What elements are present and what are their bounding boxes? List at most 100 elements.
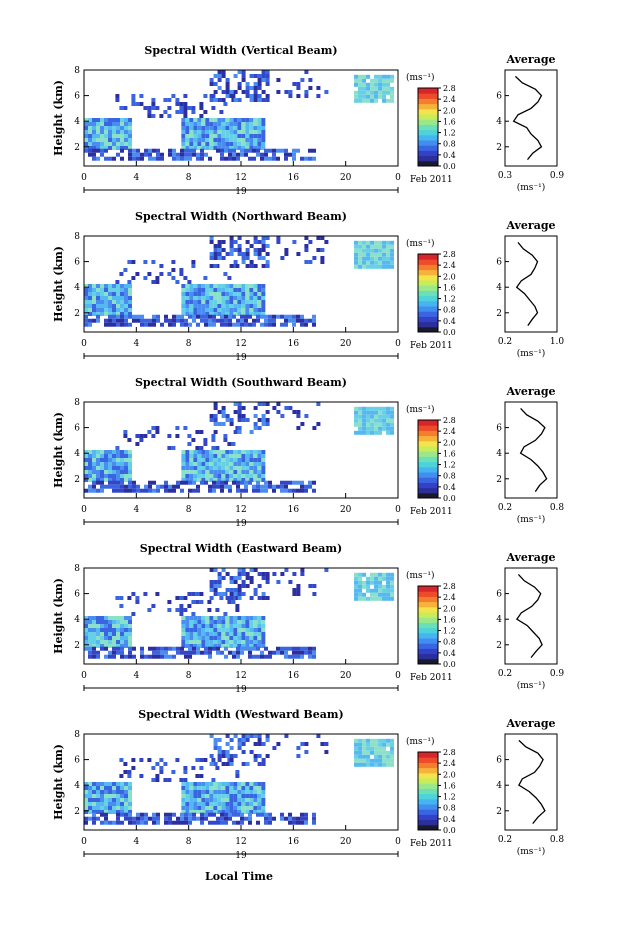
y-tick-label: 2	[74, 641, 80, 651]
day-label: 19	[235, 519, 247, 529]
x-tick-label: 0	[81, 837, 87, 847]
colorbar-swatch	[418, 326, 438, 333]
colorbar-tick-label: 1.2	[443, 461, 456, 470]
average-y-tick-label: 6	[496, 590, 502, 600]
colorbar-swatch	[418, 124, 438, 131]
colorbar-tick-label: 1.6	[443, 283, 456, 292]
average-xlabel: (ms⁻¹)	[517, 182, 546, 193]
average-x-tick-label: 1.0	[550, 337, 565, 347]
colorbar-swatch	[418, 627, 438, 634]
average-xlabel: (ms⁻¹)	[517, 514, 546, 525]
average-y-tick-label: 2	[496, 475, 502, 485]
colorbar-swatch	[418, 658, 438, 665]
colorbar-swatch	[418, 762, 438, 769]
x-tick-label: 16	[288, 339, 300, 349]
colorbar-frame	[417, 585, 439, 665]
y-tick-label: 8	[74, 66, 80, 76]
y-tick-label: 8	[74, 730, 80, 740]
colorbar-tick-label: 1.2	[443, 627, 456, 636]
heatmap-area	[84, 734, 395, 825]
colorbar-swatch	[418, 824, 438, 831]
average-profile-line	[515, 241, 539, 326]
colorbar-swatch	[418, 290, 438, 297]
colorbar-swatch	[418, 108, 438, 115]
average-frame	[504, 733, 558, 831]
colorbar-tick-label: 0.8	[443, 638, 456, 647]
month-label: Feb 2011	[410, 673, 453, 683]
panel-3: Spectral Width (Southward Beam) 2 4 6 8 Heigh…	[52, 376, 564, 529]
colorbar-tick-label: 1.2	[443, 295, 456, 304]
colorbar-swatch	[418, 446, 438, 452]
month-label: Feb 2011	[410, 507, 453, 517]
average-x-tick-label: 0.2	[498, 669, 512, 679]
average-y-tick-label: 6	[496, 92, 502, 102]
colorbar-frame	[417, 751, 439, 831]
colorbar-tick-label: 1.2	[443, 129, 456, 138]
average-xlabel: (ms⁻¹)	[517, 680, 546, 691]
x-tick-label: 20	[340, 339, 352, 349]
colorbar-swatch	[418, 798, 438, 805]
x-tick-label: 4	[133, 505, 139, 515]
colorbar-swatch	[418, 103, 438, 110]
colorbar-tick-label: 2.4	[443, 261, 456, 270]
colorbar-swatch	[418, 809, 438, 815]
day-label: 19	[235, 187, 247, 197]
y-tick-label: 4	[74, 117, 80, 127]
y-tick-label: 2	[74, 143, 80, 153]
colorbar-swatch	[418, 643, 438, 649]
x-tick-label: 20	[340, 837, 352, 847]
x-tick-label: 4	[133, 339, 139, 349]
colorbar-tick-label: 2.4	[443, 427, 456, 436]
colorbar-tick-label: 1.6	[443, 615, 456, 624]
colorbar-swatch	[418, 466, 438, 473]
average-xlabel: (ms⁻¹)	[517, 348, 546, 359]
colorbar-swatch	[418, 788, 438, 795]
average-title: Average	[505, 385, 555, 398]
colorbar-swatch	[418, 145, 438, 151]
colorbar-swatch	[418, 451, 438, 457]
x-tick-label: 8	[186, 339, 192, 349]
colorbar-swatch	[418, 591, 438, 597]
colorbar-swatch	[418, 254, 438, 260]
colorbar-tick-label: 0.0	[443, 328, 456, 337]
colorbar-swatch	[418, 134, 438, 141]
colorbar-swatch	[418, 461, 438, 468]
colorbar-swatch	[418, 477, 438, 483]
colorbar-tick-label: 2.0	[443, 272, 456, 281]
panel-4: Spectral Width (Eastward Beam) 2 4 6 8 Height…	[52, 542, 564, 695]
average-y-tick-label: 6	[496, 756, 502, 766]
x-tick-label: 0	[81, 505, 87, 515]
colorbar-units: (ms⁻¹)	[406, 238, 435, 249]
colorbar-tick-label: 0.8	[443, 804, 456, 813]
y-tick-label: 6	[74, 590, 80, 600]
average-y-tick-label: 4	[496, 615, 502, 625]
colorbar-swatch	[418, 819, 438, 826]
colorbar-tick-label: 1.6	[443, 449, 456, 458]
y-tick-label: 2	[74, 309, 80, 319]
average-x-tick-label: 0.9	[550, 669, 565, 679]
colorbar-swatch	[418, 425, 438, 431]
colorbar-tick-label: 0.4	[443, 151, 456, 160]
colorbar-swatch	[418, 93, 438, 99]
x-tick-label: 4	[133, 173, 139, 183]
average-y-tick-label: 4	[496, 283, 502, 293]
x-tick-label: 20	[340, 505, 352, 515]
colorbar-tick-label: 0.0	[443, 494, 456, 503]
colorbar-swatch	[418, 430, 438, 437]
y-axis-label: Height (km)	[52, 412, 65, 488]
day-label: 19	[235, 685, 247, 695]
average-y-tick-label: 4	[496, 449, 502, 459]
colorbar-units: (ms⁻¹)	[406, 72, 435, 83]
colorbar-swatch	[418, 757, 438, 763]
colorbar-swatch	[418, 596, 438, 603]
colorbar-swatch	[418, 752, 438, 758]
y-axis-label: Height (km)	[52, 80, 65, 156]
average-y-tick-label: 2	[496, 309, 502, 319]
y-axis-label: Height (km)	[52, 246, 65, 322]
y-tick-label: 4	[74, 283, 80, 293]
panel-title: Spectral Width (Westward Beam)	[138, 708, 343, 721]
colorbar-tick-label: 2.8	[443, 416, 456, 425]
colorbar-swatch	[418, 456, 438, 463]
x-tick-label: 8	[186, 505, 192, 515]
